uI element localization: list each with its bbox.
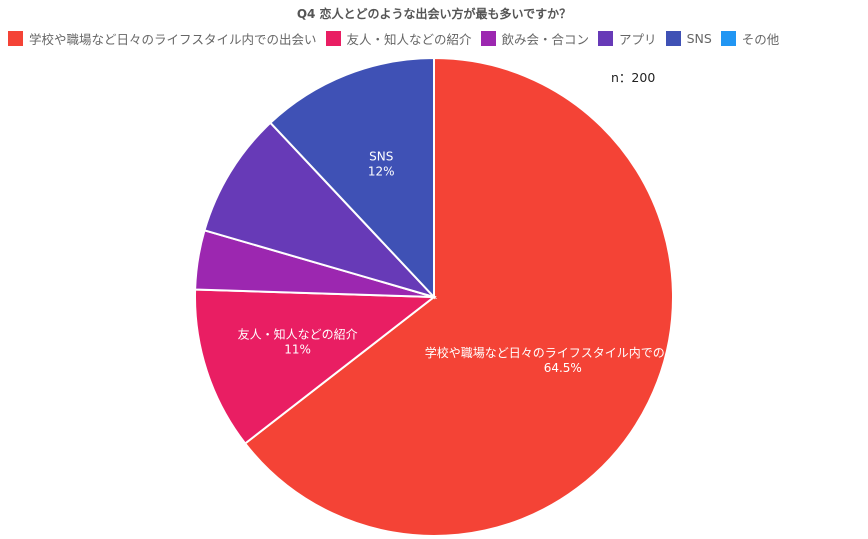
legend-label: 友人・知人などの紹介 bbox=[346, 31, 472, 47]
legend-swatch bbox=[665, 30, 681, 46]
legend-swatch bbox=[325, 30, 341, 46]
legend-item[interactable]: アプリ bbox=[598, 29, 657, 48]
legend-swatch bbox=[720, 30, 736, 46]
slice-label-value: 64.5% bbox=[544, 361, 582, 375]
legend-item[interactable]: その他 bbox=[720, 29, 780, 48]
legend-label: SNS bbox=[686, 30, 712, 46]
slice-label-name: 学校や職場など日々のライフスタイル内での出会い bbox=[425, 345, 701, 360]
legend-item[interactable]: 友人・知人などの紹介 bbox=[325, 29, 472, 48]
legend-swatch bbox=[480, 30, 496, 46]
slice-label-value: 11% bbox=[284, 342, 311, 356]
pie-slice[interactable] bbox=[268, 56, 435, 300]
legend-label: 飲み会・合コン bbox=[501, 31, 590, 47]
legend-swatch bbox=[8, 30, 23, 46]
legend-item[interactable]: 学校や職場など日々のライフスタイル内での出会い bbox=[8, 29, 317, 48]
slice-label-value: 12% bbox=[368, 165, 395, 179]
sample-size-label: n：200 bbox=[611, 70, 656, 85]
legend-label: 学校や職場など日々のライフスタイル内での出会い bbox=[29, 31, 317, 47]
pie-slice[interactable] bbox=[243, 56, 674, 537]
slice-label-name: SNS bbox=[369, 150, 393, 164]
pie-slice[interactable] bbox=[203, 121, 438, 299]
legend-item[interactable]: 飲み会・合コン bbox=[480, 29, 590, 48]
legend: 学校や職場など日々のライフスタイル内での出会い 友人・知人などの紹介 飲み会・合コン… bbox=[8, 29, 788, 47]
legend-item[interactable]: SNS bbox=[665, 30, 712, 46]
legend-label: その他 bbox=[741, 31, 780, 47]
legend-swatch bbox=[598, 30, 614, 46]
pie-slice[interactable] bbox=[194, 288, 437, 445]
chart-title: Q4 恋人とどのような出会い方が最も多いですか？ bbox=[296, 7, 572, 21]
legend-label: アプリ bbox=[619, 31, 657, 47]
slice-label-name: 友人・知人などの紹介 bbox=[238, 327, 358, 341]
